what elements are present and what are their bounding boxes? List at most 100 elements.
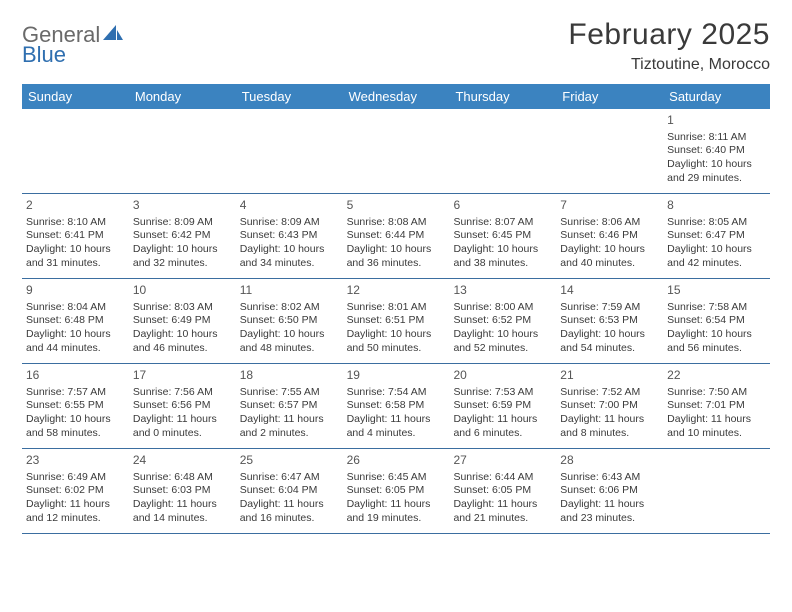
day-cell: 13 Sunrise: 8:00 AMSunset: 6:52 PMDayligh…: [449, 279, 556, 363]
day-cell: 24 Sunrise: 6:48 AMSunset: 6:03 PMDayligh…: [129, 449, 236, 533]
day-cell: 2Sunrise: 8:10 AMSunset: 6:41 PMDaylight…: [22, 194, 129, 278]
day-info: Sunrise: 7:55 AMSunset: 6:57 PMDaylight:…: [240, 386, 339, 441]
day-cell: [663, 449, 770, 533]
day-cell: 3 Sunrise: 8:09 AMSunset: 6:42 PMDaylight…: [129, 194, 236, 278]
day-number: 12: [347, 283, 446, 299]
day-number: 21: [560, 368, 659, 384]
day-number: 1: [667, 113, 766, 129]
month-title: February 2025: [568, 18, 770, 52]
day-number: 16: [26, 368, 125, 384]
day-number: 26: [347, 453, 446, 469]
day-info: Sunrise: 8:06 AMSunset: 6:46 PMDaylight:…: [560, 216, 659, 271]
day-info: Sunrise: 7:59 AMSunset: 6:53 PMDaylight:…: [560, 301, 659, 356]
day-number: 23: [26, 453, 125, 469]
day-info: Sunrise: 7:52 AMSunset: 7:00 PMDaylight:…: [560, 386, 659, 441]
day-number: 25: [240, 453, 339, 469]
day-info: Sunrise: 8:07 AMSunset: 6:45 PMDaylight:…: [453, 216, 552, 271]
day-number: 27: [453, 453, 552, 469]
day-cell: 18 Sunrise: 7:55 AMSunset: 6:57 PMDayligh…: [236, 364, 343, 448]
day-cell: 23 Sunrise: 6:49 AMSunset: 6:02 PMDayligh…: [22, 449, 129, 533]
week-row: 2Sunrise: 8:10 AMSunset: 6:41 PMDaylight…: [22, 194, 770, 279]
day-info: Sunrise: 7:57 AMSunset: 6:55 PMDaylight:…: [26, 386, 125, 441]
day-cell: 14 Sunrise: 7:59 AMSunset: 6:53 PMDayligh…: [556, 279, 663, 363]
day-number: 17: [133, 368, 232, 384]
day-info: Sunrise: 6:48 AMSunset: 6:03 PMDaylight:…: [133, 471, 232, 526]
location: Tiztoutine, Morocco: [568, 56, 770, 74]
day-header: Thursday: [449, 84, 556, 109]
day-number: 6: [453, 198, 552, 214]
day-info: Sunrise: 6:44 AMSunset: 6:05 PMDaylight:…: [453, 471, 552, 526]
day-header-row: SundayMondayTuesdayWednesdayThursdayFrid…: [22, 84, 770, 109]
day-number: 19: [347, 368, 446, 384]
day-number: 22: [667, 368, 766, 384]
day-number: 4: [240, 198, 339, 214]
day-number: 28: [560, 453, 659, 469]
day-cell: 12Sunrise: 8:01 AMSunset: 6:51 PMDayligh…: [343, 279, 450, 363]
day-info: Sunrise: 8:05 AMSunset: 6:47 PMDaylight:…: [667, 216, 766, 271]
day-cell: [129, 109, 236, 193]
day-cell: 1 Sunrise: 8:11 AMSunset: 6:40 PMDaylight…: [663, 109, 770, 193]
week-row: 9 Sunrise: 8:04 AMSunset: 6:48 PMDaylight…: [22, 279, 770, 364]
day-info: Sunrise: 8:10 AMSunset: 6:41 PMDaylight:…: [26, 216, 125, 271]
logo-word-blue: Blue: [22, 44, 124, 66]
calendar-page: General Blue February 2025 Tiztoutine, M…: [0, 0, 792, 534]
day-info: Sunrise: 8:03 AMSunset: 6:49 PMDaylight:…: [133, 301, 232, 356]
day-cell: 10Sunrise: 8:03 AMSunset: 6:49 PMDayligh…: [129, 279, 236, 363]
week-row: 1 Sunrise: 8:11 AMSunset: 6:40 PMDaylight…: [22, 109, 770, 194]
day-info: Sunrise: 8:00 AMSunset: 6:52 PMDaylight:…: [453, 301, 552, 356]
day-info: Sunrise: 8:04 AMSunset: 6:48 PMDaylight:…: [26, 301, 125, 356]
day-cell: 21 Sunrise: 7:52 AMSunset: 7:00 PMDayligh…: [556, 364, 663, 448]
day-number: 11: [240, 283, 339, 299]
day-number: 14: [560, 283, 659, 299]
day-cell: 28 Sunrise: 6:43 AMSunset: 6:06 PMDayligh…: [556, 449, 663, 533]
day-cell: 17 Sunrise: 7:56 AMSunset: 6:56 PMDayligh…: [129, 364, 236, 448]
day-cell: [556, 109, 663, 193]
day-info: Sunrise: 8:02 AMSunset: 6:50 PMDaylight:…: [240, 301, 339, 356]
day-number: 24: [133, 453, 232, 469]
day-info: Sunrise: 7:53 AMSunset: 6:59 PMDaylight:…: [453, 386, 552, 441]
day-info: Sunrise: 6:45 AMSunset: 6:05 PMDaylight:…: [347, 471, 446, 526]
day-info: Sunrise: 6:49 AMSunset: 6:02 PMDaylight:…: [26, 471, 125, 526]
day-number: 5: [347, 198, 446, 214]
title-block: February 2025 Tiztoutine, Morocco: [568, 18, 770, 74]
day-cell: 22Sunrise: 7:50 AMSunset: 7:01 PMDayligh…: [663, 364, 770, 448]
day-info: Sunrise: 6:43 AMSunset: 6:06 PMDaylight:…: [560, 471, 659, 526]
day-info: Sunrise: 7:56 AMSunset: 6:56 PMDaylight:…: [133, 386, 232, 441]
day-cell: 16 Sunrise: 7:57 AMSunset: 6:55 PMDayligh…: [22, 364, 129, 448]
day-cell: 26 Sunrise: 6:45 AMSunset: 6:05 PMDayligh…: [343, 449, 450, 533]
day-number: 18: [240, 368, 339, 384]
day-cell: [449, 109, 556, 193]
day-number: 15: [667, 283, 766, 299]
day-info: Sunrise: 8:08 AMSunset: 6:44 PMDaylight:…: [347, 216, 446, 271]
weeks-container: 1 Sunrise: 8:11 AMSunset: 6:40 PMDaylight…: [22, 109, 770, 534]
day-info: Sunrise: 7:54 AMSunset: 6:58 PMDaylight:…: [347, 386, 446, 441]
day-number: 9: [26, 283, 125, 299]
day-header: Tuesday: [236, 84, 343, 109]
day-cell: [236, 109, 343, 193]
logo-text: General Blue: [22, 24, 124, 66]
day-number: 3: [133, 198, 232, 214]
calendar-grid: SundayMondayTuesdayWednesdayThursdayFrid…: [22, 84, 770, 534]
day-cell: 27 Sunrise: 6:44 AMSunset: 6:05 PMDayligh…: [449, 449, 556, 533]
day-number: 7: [560, 198, 659, 214]
day-info: Sunrise: 8:09 AMSunset: 6:42 PMDaylight:…: [133, 216, 232, 271]
week-row: 16 Sunrise: 7:57 AMSunset: 6:55 PMDayligh…: [22, 364, 770, 449]
day-info: Sunrise: 7:58 AMSunset: 6:54 PMDaylight:…: [667, 301, 766, 356]
day-cell: [343, 109, 450, 193]
day-info: Sunrise: 8:11 AMSunset: 6:40 PMDaylight:…: [667, 131, 766, 186]
day-header: Sunday: [22, 84, 129, 109]
day-number: 13: [453, 283, 552, 299]
day-cell: 9 Sunrise: 8:04 AMSunset: 6:48 PMDaylight…: [22, 279, 129, 363]
day-cell: 25 Sunrise: 6:47 AMSunset: 6:04 PMDayligh…: [236, 449, 343, 533]
day-header: Friday: [556, 84, 663, 109]
day-header: Wednesday: [343, 84, 450, 109]
day-info: Sunrise: 8:09 AMSunset: 6:43 PMDaylight:…: [240, 216, 339, 271]
day-header: Saturday: [663, 84, 770, 109]
page-header: General Blue February 2025 Tiztoutine, M…: [22, 18, 770, 74]
day-cell: 20Sunrise: 7:53 AMSunset: 6:59 PMDayligh…: [449, 364, 556, 448]
day-cell: 8Sunrise: 8:05 AMSunset: 6:47 PMDaylight…: [663, 194, 770, 278]
day-cell: 5 Sunrise: 8:08 AMSunset: 6:44 PMDaylight…: [343, 194, 450, 278]
day-cell: 19 Sunrise: 7:54 AMSunset: 6:58 PMDayligh…: [343, 364, 450, 448]
day-info: Sunrise: 6:47 AMSunset: 6:04 PMDaylight:…: [240, 471, 339, 526]
day-header: Monday: [129, 84, 236, 109]
